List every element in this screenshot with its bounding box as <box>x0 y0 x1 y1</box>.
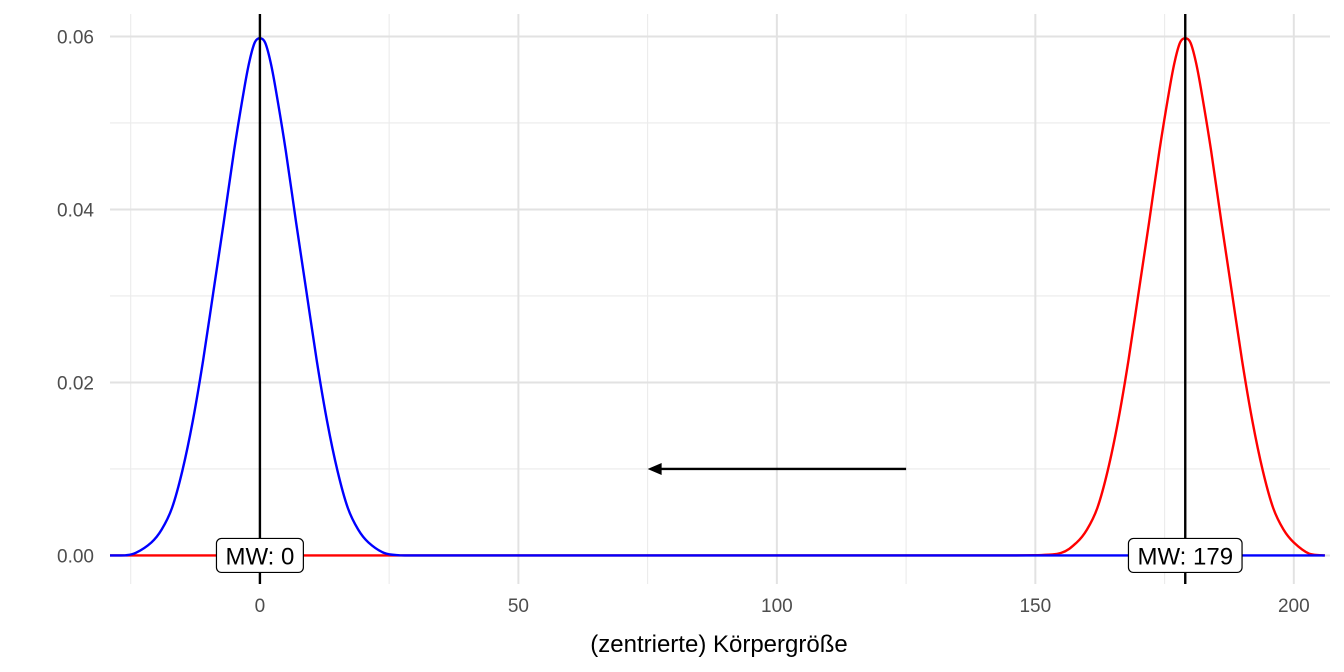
mean-label-box <box>1127 537 1243 574</box>
shift-arrow <box>647 462 907 475</box>
mean-labels: MW: 0 MW: 179 <box>215 537 1243 574</box>
x-tick-label: 150 <box>1019 596 1051 617</box>
major-gridlines <box>110 14 1330 584</box>
x-tick-label: 0 <box>255 596 266 617</box>
x-axis-title: (zentrierte) Körpergröße <box>590 631 847 658</box>
mean-lines <box>258 14 1187 584</box>
x-axis-ticks: 0 50 100 150 200 <box>255 596 1310 617</box>
mean-label: MW: 0 <box>215 537 304 574</box>
mean-label: MW: 179 <box>1127 537 1243 574</box>
x-tick-label: 200 <box>1278 596 1310 617</box>
x-tick-label: 100 <box>761 596 793 617</box>
mean-label-box <box>215 537 304 574</box>
y-tick-label: 0.04 <box>57 200 94 221</box>
minor-gridlines <box>110 14 1330 584</box>
mean-label-text: MW: 0 <box>225 543 294 570</box>
density-curves <box>109 37 1325 557</box>
y-axis-ticks: 0.00 0.02 0.04 0.06 <box>57 27 94 567</box>
y-tick-label: 0.02 <box>57 373 94 394</box>
arrow-head <box>647 462 662 475</box>
x-tick-label: 50 <box>508 596 529 617</box>
mean-label-text: MW: 179 <box>1137 543 1233 570</box>
y-tick-label: 0.06 <box>57 27 94 48</box>
y-tick-label: 0.00 <box>57 546 94 567</box>
density-curve-2 <box>109 37 1325 557</box>
density-curve-1 <box>109 37 1325 557</box>
